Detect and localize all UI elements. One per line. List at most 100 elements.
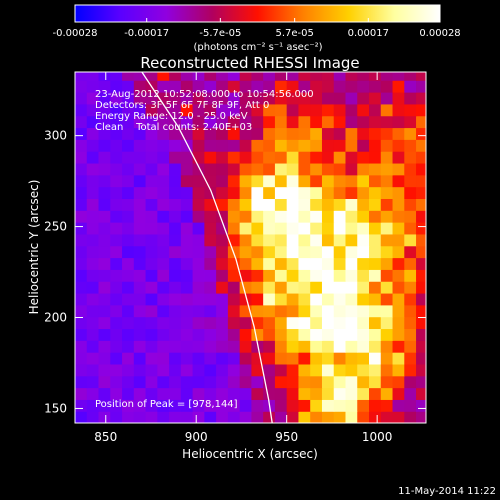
heatmap-cell <box>369 304 382 318</box>
heatmap-cell <box>98 127 111 140</box>
heatmap-cell <box>216 115 229 129</box>
heatmap-cell <box>369 103 382 117</box>
heatmap-cell <box>216 174 229 188</box>
heatmap-cell <box>122 281 135 294</box>
heatmap-cell <box>369 399 382 412</box>
heatmap-cell <box>239 115 253 129</box>
heatmap-cell <box>75 80 88 93</box>
heatmap-cell <box>216 375 229 389</box>
heatmap-cell <box>122 115 135 129</box>
heatmap-cell <box>216 80 229 93</box>
heatmap-cell <box>227 115 241 129</box>
heatmap-cell <box>357 363 370 377</box>
heatmap-cell <box>345 162 358 176</box>
heatmap-cell <box>110 411 123 423</box>
heatmap-cell <box>298 92 311 105</box>
heatmap-cell <box>263 162 276 176</box>
heatmap-cell <box>204 269 217 282</box>
heatmap-cell <box>310 127 323 140</box>
heatmap-cell <box>369 72 382 81</box>
heatmap-cell <box>133 80 147 93</box>
heatmap-cell <box>392 186 405 199</box>
heatmap-cell <box>75 399 88 412</box>
heatmap-cell <box>169 103 182 117</box>
heatmap-cell <box>192 174 205 188</box>
heatmap-cell <box>169 162 182 176</box>
heatmap-cell <box>263 352 276 365</box>
heatmap-cell <box>180 186 194 199</box>
heatmap-cell <box>321 363 335 377</box>
heatmap-cell <box>357 328 370 341</box>
heatmap-cell <box>180 281 194 294</box>
heatmap-cell <box>286 340 300 353</box>
heatmap-cell <box>369 292 382 306</box>
heatmap-cell <box>416 72 426 81</box>
heatmap-cell <box>404 328 417 341</box>
heatmap-cell <box>263 139 276 152</box>
heatmap-cell <box>345 281 358 294</box>
heatmap-cell <box>192 222 205 235</box>
heatmap-cell <box>392 115 405 129</box>
heatmap-cell <box>180 411 194 423</box>
heatmap-cell <box>98 399 111 412</box>
heatmap-cell <box>357 304 370 318</box>
heatmap-cell <box>251 304 264 318</box>
heatmap-cell <box>157 92 170 105</box>
heatmap-cell <box>286 363 300 377</box>
heatmap-cell <box>357 352 370 365</box>
heatmap-cell <box>392 411 405 423</box>
heatmap-cell <box>298 72 311 81</box>
colorbar-tick-label: 5.7e-05 <box>275 28 313 39</box>
heatmap-cell <box>98 222 111 235</box>
heatmap-cell <box>310 198 323 211</box>
heatmap-cell <box>380 257 394 270</box>
heatmap-cell <box>310 222 323 235</box>
heatmap-cell <box>239 92 253 105</box>
heatmap-cell <box>404 281 417 294</box>
heatmap-cell <box>180 245 194 259</box>
heatmap-cell <box>404 186 417 199</box>
heatmap-cell <box>274 151 288 164</box>
heatmap-cell <box>310 186 323 199</box>
heatmap-cell <box>263 340 276 353</box>
heatmap-cell <box>204 222 217 235</box>
heatmap-cell <box>98 352 111 365</box>
heatmap-cell <box>75 139 88 152</box>
heatmap-cell <box>251 162 264 176</box>
heatmap-cell <box>345 387 358 400</box>
heatmap-cell <box>145 257 158 270</box>
heatmap-cell <box>333 340 347 353</box>
heatmap-cell <box>333 257 347 270</box>
heatmap-cell <box>110 151 123 164</box>
heatmap-cell <box>416 198 426 211</box>
heatmap-cell <box>122 103 135 117</box>
heatmap-cell <box>86 269 100 282</box>
heatmap-cell <box>110 257 123 270</box>
heatmap-cell <box>86 233 100 247</box>
heatmap-cell <box>286 245 300 259</box>
heatmap-cell <box>204 80 217 93</box>
heatmap-cell <box>310 340 323 353</box>
heatmap-cell <box>286 281 300 294</box>
heatmap-cell <box>286 292 300 306</box>
heatmap-cell <box>392 352 405 365</box>
heatmap-cell <box>345 72 358 81</box>
heatmap-cell <box>157 127 170 140</box>
heatmap-cell <box>392 340 405 353</box>
heatmap-cell <box>286 328 300 341</box>
heatmap-cell <box>404 363 417 377</box>
heatmap-cell <box>345 304 358 318</box>
heatmap-cell <box>357 162 370 176</box>
heatmap-cell <box>357 127 370 140</box>
heatmap-cell <box>251 127 264 140</box>
heatmap-cell <box>204 257 217 270</box>
heatmap-cell <box>239 352 253 365</box>
heatmap-cell <box>345 151 358 164</box>
heatmap-cell <box>286 210 300 223</box>
heatmap-cell <box>416 387 426 400</box>
heatmap-cell <box>286 222 300 235</box>
heatmap-cell <box>404 245 417 259</box>
heatmap-cell <box>239 80 253 93</box>
heatmap-cell <box>357 387 370 400</box>
heatmap-cell <box>380 387 394 400</box>
